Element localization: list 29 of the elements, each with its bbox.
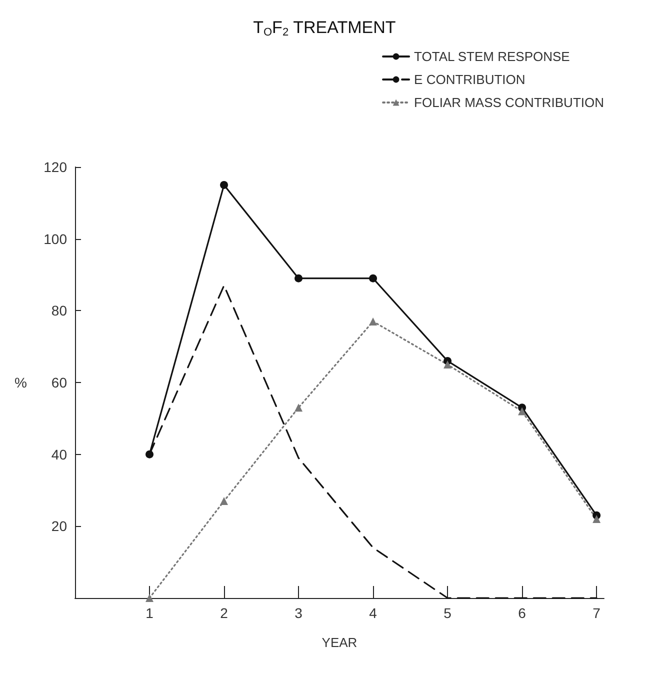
point (294, 404, 303, 412)
x-tick-label: 5 (444, 605, 452, 621)
point (146, 594, 154, 602)
y-tick-label: 60 (51, 374, 68, 390)
point (220, 497, 228, 506)
x-tick-label: 6 (518, 605, 526, 621)
x-tick-label: 1 (146, 605, 154, 621)
y-axis-title: % (14, 374, 27, 390)
x-tick-label: 7 (592, 605, 601, 621)
y-tick-label: 40 (51, 446, 68, 462)
x-tick-label: 2 (220, 605, 228, 621)
point (220, 180, 228, 189)
y-tick-label: 20 (51, 518, 68, 534)
point (444, 360, 452, 369)
point (146, 450, 154, 458)
point (294, 274, 303, 282)
legend-label: FOLIAR MASS CONTRIBUTION (414, 95, 604, 110)
x-axis-title: YEAR (322, 635, 358, 650)
point (369, 274, 378, 282)
y-tick-label: 100 (44, 230, 68, 247)
legend-label: TOTAL STEM RESPONSE (414, 49, 570, 64)
x-tick-label: 3 (294, 605, 303, 621)
legend-label: E CONTRIBUTION (414, 72, 526, 87)
y-tick-label: 80 (51, 302, 68, 319)
point (592, 514, 601, 523)
point (369, 317, 378, 326)
x-tick-label: 4 (369, 605, 378, 621)
y-tick-label: 120 (44, 159, 68, 175)
point (518, 407, 526, 416)
